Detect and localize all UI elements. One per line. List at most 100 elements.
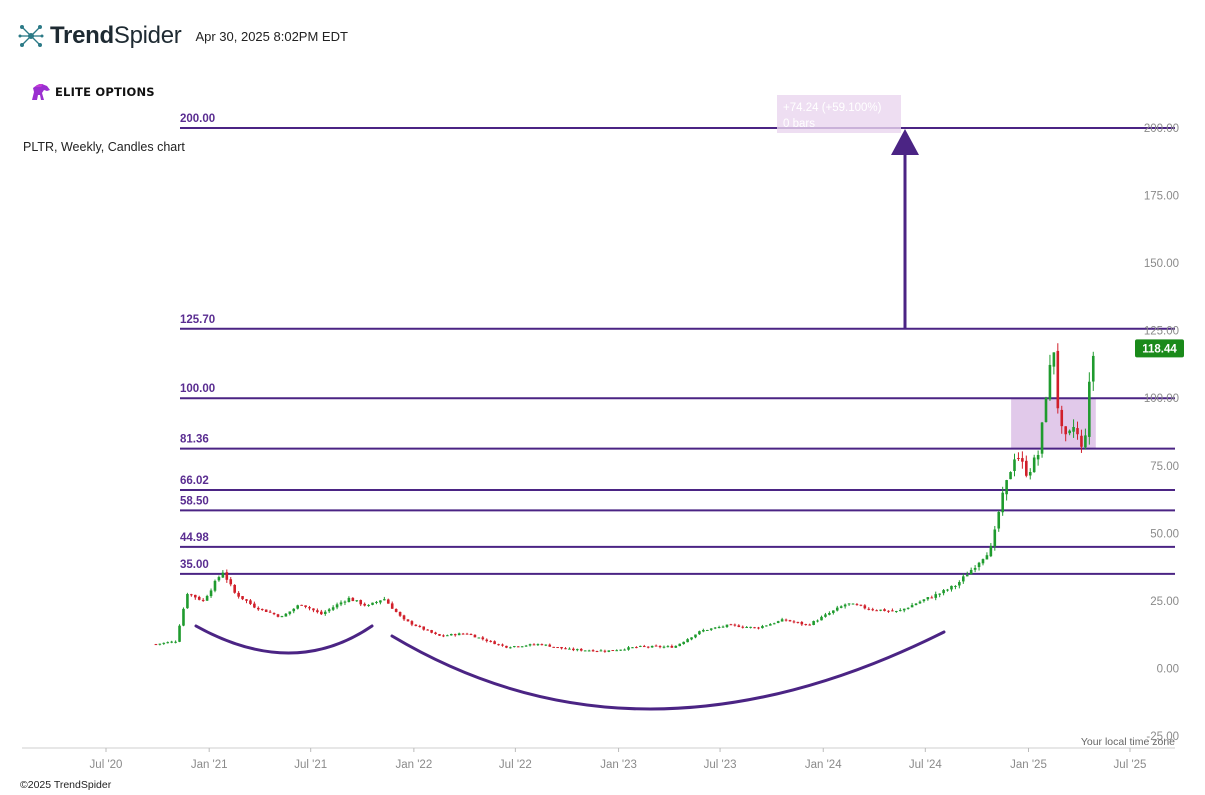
candle-up xyxy=(513,646,516,648)
candle-up xyxy=(702,630,705,632)
level-label: 44.98 xyxy=(180,532,209,544)
candle-up xyxy=(347,597,351,603)
candle-down xyxy=(276,614,280,617)
cup-arc xyxy=(390,630,946,711)
cup-arc xyxy=(194,624,374,655)
y-axis-tick-label: 50.00 xyxy=(1150,528,1179,540)
candle-down xyxy=(654,645,658,647)
candle-up xyxy=(1001,492,1004,513)
y-axis-tick-label: 75.00 xyxy=(1150,461,1179,473)
candle-up xyxy=(1091,355,1095,382)
candle-up xyxy=(383,599,386,601)
candle-down xyxy=(611,650,615,652)
copyright-footer: ©2025 TrendSpider xyxy=(20,779,112,791)
candle-up xyxy=(682,641,685,645)
candle-up xyxy=(879,609,882,611)
candle-down xyxy=(859,604,863,606)
target-arrow-head xyxy=(891,129,919,155)
candle-up xyxy=(1048,364,1052,400)
y-axis-tick-label: 175.00 xyxy=(1144,191,1179,203)
candle-down xyxy=(237,592,240,597)
candle-up xyxy=(174,641,177,643)
candle-up xyxy=(938,593,941,595)
candle-up xyxy=(926,597,930,600)
candle-up xyxy=(851,603,855,605)
candle-down xyxy=(1060,409,1064,427)
candle-down xyxy=(556,647,559,649)
candle-down xyxy=(426,629,429,631)
candle-up xyxy=(650,645,654,648)
candle-down xyxy=(264,609,268,612)
candle-down xyxy=(642,646,646,648)
x-axis-tick-label: Jul '25 xyxy=(1114,759,1147,771)
candle-down xyxy=(796,621,800,623)
consolidation-zone xyxy=(1011,398,1096,449)
candle-up xyxy=(477,637,481,639)
candle-up xyxy=(820,616,823,621)
candle-down xyxy=(154,644,158,646)
candle-up xyxy=(835,607,839,611)
candle-down xyxy=(253,603,256,608)
candle-down xyxy=(402,615,406,620)
candle-up xyxy=(1005,480,1008,495)
candle-down xyxy=(579,648,583,651)
level-label: 66.02 xyxy=(180,475,209,487)
candle-up xyxy=(1036,454,1040,460)
candle-down xyxy=(800,621,804,625)
trendspider-logo-icon xyxy=(18,25,44,47)
candle-up xyxy=(922,599,926,602)
candle-up xyxy=(981,559,985,564)
x-axis-tick-label: Jul '20 xyxy=(90,759,123,771)
candle-down xyxy=(229,579,233,585)
candle-up xyxy=(895,610,898,612)
candle-up xyxy=(280,616,284,618)
candle-down xyxy=(875,610,878,612)
candle-down xyxy=(1025,460,1028,476)
candle-up xyxy=(343,601,347,603)
candle-up xyxy=(847,603,851,605)
candle-up xyxy=(705,629,709,631)
candle-up xyxy=(520,646,524,648)
candle-down xyxy=(442,635,445,637)
candle-up xyxy=(339,602,343,605)
candle-up xyxy=(914,603,918,606)
candle-down xyxy=(883,609,886,612)
candle-up xyxy=(1013,459,1016,472)
candle-down xyxy=(438,634,441,636)
x-axis-tick-label: Jul '21 xyxy=(294,759,327,771)
y-axis-tick-label: 200.00 xyxy=(1144,123,1179,135)
x-axis-tick-label: Jul '24 xyxy=(909,759,942,771)
level-label: 100.00 xyxy=(180,383,215,395)
candle-down xyxy=(465,633,469,635)
x-axis-tick-label: Jan '21 xyxy=(191,759,228,771)
candle-down xyxy=(1064,426,1067,435)
candle-down xyxy=(501,644,504,646)
candle-up xyxy=(772,623,776,625)
candle-down xyxy=(201,599,205,601)
candle-down xyxy=(272,612,276,615)
candle-up xyxy=(627,647,630,650)
x-axis-tick-label: Jul '22 xyxy=(499,759,532,771)
candle-up xyxy=(950,585,953,590)
candle-up xyxy=(765,625,768,627)
partner-name: ELITE OPTIONS xyxy=(55,85,155,99)
level-label: 200.00 xyxy=(180,113,215,125)
candle-down xyxy=(225,572,229,580)
candle-up xyxy=(989,545,993,557)
candle-up xyxy=(221,572,225,578)
candle-down xyxy=(808,624,811,626)
candle-up xyxy=(528,644,532,646)
candle-down xyxy=(540,644,544,646)
candle-down xyxy=(233,584,236,593)
level-label: 58.50 xyxy=(180,495,209,507)
candle-up xyxy=(934,594,938,598)
candle-down xyxy=(658,646,662,648)
candle-up xyxy=(812,621,815,625)
candle-down xyxy=(190,594,193,596)
candle-up xyxy=(217,577,221,581)
candle-up xyxy=(816,620,819,622)
candle-down xyxy=(891,610,894,612)
candle-down xyxy=(394,609,398,612)
candle-up xyxy=(954,585,957,587)
